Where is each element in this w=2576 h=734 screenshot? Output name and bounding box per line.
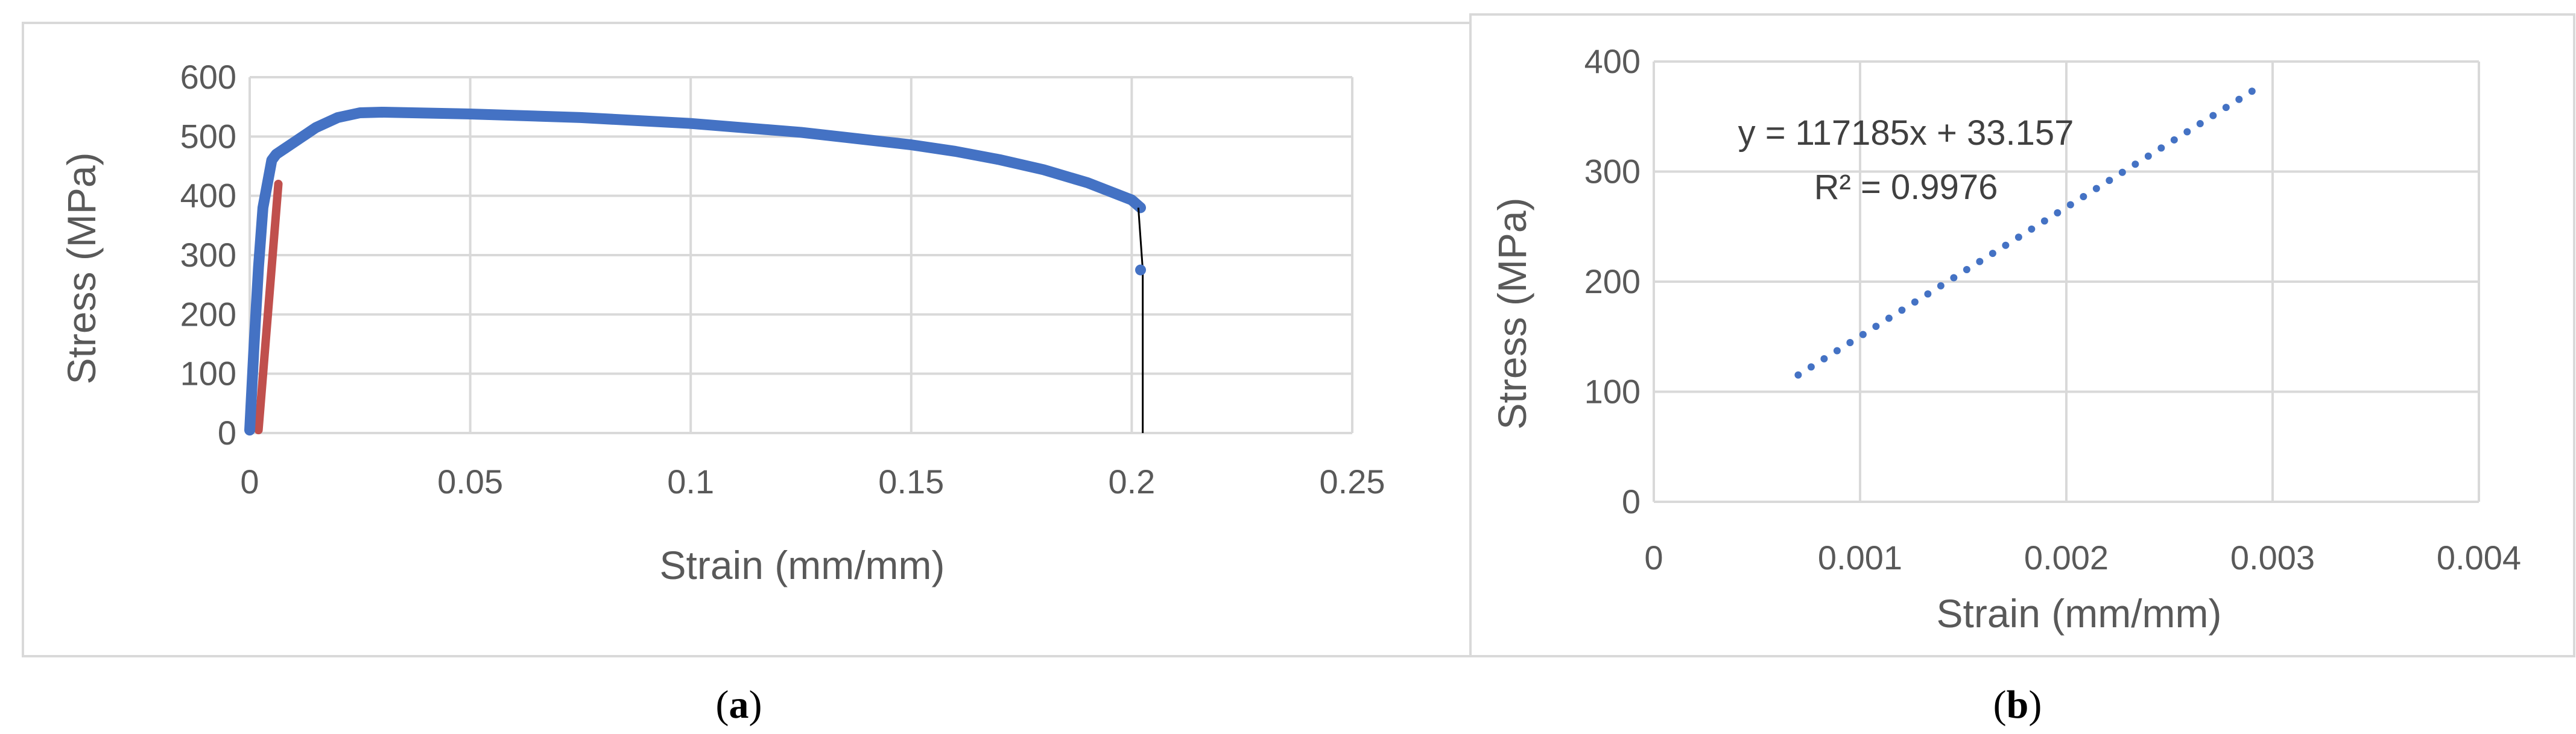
chart-a-series bbox=[244, 107, 1147, 436]
chart-b-x-ticks: 0 0.001 0.002 0.003 0.004 bbox=[1644, 539, 2521, 577]
series-a-elastic-line bbox=[254, 180, 283, 435]
a-ytick-label: 0 bbox=[218, 414, 236, 452]
a-xtick-label: 0.25 bbox=[1320, 463, 1385, 501]
series-b-point bbox=[2106, 177, 2113, 185]
series-b-point bbox=[1924, 290, 1932, 298]
series-b-point bbox=[1833, 347, 1841, 355]
chart-b-frame bbox=[1469, 13, 2575, 657]
series-b-point bbox=[1807, 363, 1815, 371]
b-xtick-label: 0.003 bbox=[2230, 539, 2315, 577]
chart-a-ylabel: Stress (MPa) bbox=[59, 152, 104, 384]
panel-label-b-letter: b bbox=[2007, 683, 2029, 727]
series-b-point bbox=[2014, 233, 2022, 241]
series-b-point bbox=[2054, 209, 2062, 217]
series-b-point bbox=[2066, 201, 2074, 209]
b-xtick-label: 0 bbox=[1644, 539, 1663, 577]
a-xtick-label: 0.2 bbox=[1108, 463, 1155, 501]
series-b-point bbox=[2118, 168, 2126, 176]
a-ytick-label: 100 bbox=[180, 355, 236, 393]
a-xtick-label: 0.15 bbox=[878, 463, 944, 501]
series-b-point bbox=[2131, 160, 2139, 168]
series-b-point bbox=[2209, 112, 2217, 119]
chart-b-xlabel: Strain (mm/mm) bbox=[1937, 591, 2222, 636]
series-b-point bbox=[1794, 371, 1802, 379]
b-ytick-label: 300 bbox=[1584, 153, 1641, 191]
chart-b-ylabel: Stress (MPa) bbox=[1490, 197, 1534, 429]
series-b-point bbox=[2235, 95, 2243, 103]
a-ytick-label: 500 bbox=[180, 117, 236, 155]
b-xtick-label: 0.002 bbox=[2024, 539, 2109, 577]
b-ytick-label: 0 bbox=[1622, 482, 1641, 520]
series-b-point bbox=[1989, 250, 1996, 258]
series-b-point bbox=[2157, 144, 2165, 152]
series-b-point bbox=[2144, 152, 2152, 160]
panel-label-a: (a) bbox=[716, 683, 762, 727]
series-a-fracture-point bbox=[1135, 264, 1147, 276]
chart-b: 0 100 200 300 400 0 0.001 0.002 0.003 0.004 Stre… bbox=[1469, 13, 2575, 657]
chart-b-y-ticks: 0 100 200 300 400 bbox=[1584, 42, 1641, 520]
series-b-point bbox=[1820, 355, 1828, 362]
series-a-fracture-line bbox=[1137, 207, 1144, 433]
chart-a-y-ticks: 0 100 200 300 400 500 600 bbox=[180, 58, 236, 452]
a-ytick-label: 200 bbox=[180, 295, 236, 333]
chart-b-series bbox=[1794, 87, 2256, 379]
a-ytick-label: 300 bbox=[180, 236, 236, 274]
series-b-point bbox=[1872, 323, 1880, 331]
series-b-point bbox=[1950, 274, 1958, 282]
series-b-point bbox=[1911, 298, 1919, 306]
series-b-point bbox=[2002, 241, 2010, 249]
b-ytick-label: 200 bbox=[1584, 262, 1641, 300]
series-b-point bbox=[2080, 193, 2087, 201]
series-b-point bbox=[1937, 282, 1945, 289]
series-a-stress-strain-curve bbox=[244, 107, 1147, 436]
series-b-point bbox=[2248, 87, 2256, 95]
trendline-equation: y = 117185x + 33.157 bbox=[1738, 113, 2074, 153]
panel-label-b: (b) bbox=[1993, 683, 2042, 727]
a-xtick-label: 0.05 bbox=[437, 463, 503, 501]
r-squared: R² = 0.9976 bbox=[1814, 168, 1998, 207]
chart-a-xlabel: Strain (mm/mm) bbox=[660, 543, 945, 587]
series-b-point bbox=[2183, 128, 2191, 136]
series-b-point bbox=[1898, 306, 1906, 314]
series-b-point bbox=[1976, 258, 1984, 265]
series-b-point bbox=[2170, 136, 2178, 144]
b-ytick-label: 400 bbox=[1584, 42, 1641, 80]
chart-a-grid bbox=[248, 76, 1353, 434]
chart-a-x-ticks: 0 0.05 0.1 0.15 0.2 0.25 bbox=[240, 463, 1385, 501]
chart-b-grid bbox=[1653, 60, 2480, 503]
series-b-point bbox=[1885, 314, 1893, 322]
b-xtick-label: 0.001 bbox=[1818, 539, 1902, 577]
series-b-point bbox=[1859, 331, 1867, 338]
series-b-point bbox=[2222, 104, 2230, 112]
b-xtick-label: 0.004 bbox=[2437, 539, 2521, 577]
series-b-point bbox=[1846, 339, 1854, 347]
series-b-point bbox=[2028, 225, 2036, 233]
a-xtick-label: 0.1 bbox=[667, 463, 714, 501]
panel-label-a-letter: a bbox=[729, 683, 749, 727]
series-b-point bbox=[2196, 120, 2204, 128]
series-b-point bbox=[1963, 266, 1970, 274]
b-ytick-label: 100 bbox=[1584, 373, 1641, 411]
series-b-point bbox=[2092, 185, 2100, 192]
a-xtick-label: 0 bbox=[240, 463, 259, 501]
a-ytick-label: 600 bbox=[180, 58, 236, 96]
series-b-point bbox=[2040, 217, 2048, 225]
a-ytick-label: 400 bbox=[180, 177, 236, 215]
